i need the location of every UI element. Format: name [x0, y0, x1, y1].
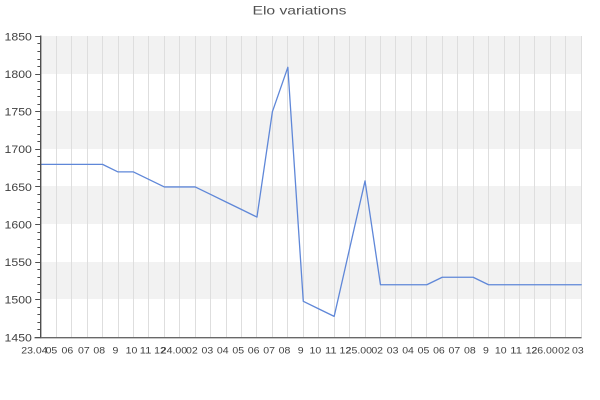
svg-text:9: 9: [298, 345, 304, 356]
svg-text:23.04: 23.04: [21, 345, 47, 356]
svg-text:08: 08: [464, 345, 476, 356]
svg-text:1700: 1700: [5, 144, 32, 156]
svg-text:10: 10: [495, 345, 507, 356]
svg-text:02: 02: [371, 345, 383, 356]
svg-text:05: 05: [46, 345, 58, 356]
svg-text:04: 04: [402, 345, 414, 356]
svg-text:10: 10: [126, 345, 138, 356]
svg-text:02: 02: [558, 345, 570, 356]
svg-text:Elo variations: Elo variations: [253, 3, 347, 17]
svg-text:1600: 1600: [5, 219, 32, 231]
svg-text:03: 03: [387, 345, 399, 356]
svg-text:10: 10: [310, 345, 322, 356]
svg-text:11: 11: [510, 345, 522, 356]
svg-text:11: 11: [325, 345, 337, 356]
svg-text:07: 07: [449, 345, 461, 356]
svg-text:1650: 1650: [5, 182, 32, 194]
svg-text:1850: 1850: [5, 31, 32, 43]
svg-text:11: 11: [140, 345, 152, 356]
svg-text:1450: 1450: [5, 332, 32, 344]
svg-text:1500: 1500: [5, 295, 32, 307]
svg-text:03: 03: [572, 345, 584, 356]
svg-text:1800: 1800: [5, 69, 32, 81]
svg-text:1750: 1750: [5, 107, 32, 119]
svg-text:1550: 1550: [5, 257, 32, 269]
svg-text:26.00: 26.00: [531, 345, 557, 356]
svg-text:07: 07: [78, 345, 90, 356]
svg-text:08: 08: [279, 345, 291, 356]
svg-text:12: 12: [340, 345, 352, 356]
svg-text:06: 06: [248, 345, 260, 356]
svg-text:03: 03: [201, 345, 213, 356]
svg-text:05: 05: [418, 345, 430, 356]
svg-text:04: 04: [217, 345, 229, 356]
svg-text:07: 07: [263, 345, 275, 356]
svg-text:06: 06: [62, 345, 74, 356]
svg-text:9: 9: [112, 345, 118, 356]
svg-text:05: 05: [232, 345, 244, 356]
svg-text:02: 02: [186, 345, 198, 356]
svg-text:25.00: 25.00: [346, 345, 372, 356]
svg-text:12: 12: [526, 345, 538, 356]
svg-text:24.00: 24.00: [161, 345, 187, 356]
svg-text:12: 12: [154, 345, 166, 356]
svg-text:9: 9: [483, 345, 489, 356]
svg-text:06: 06: [433, 345, 445, 356]
svg-text:08: 08: [93, 345, 105, 356]
